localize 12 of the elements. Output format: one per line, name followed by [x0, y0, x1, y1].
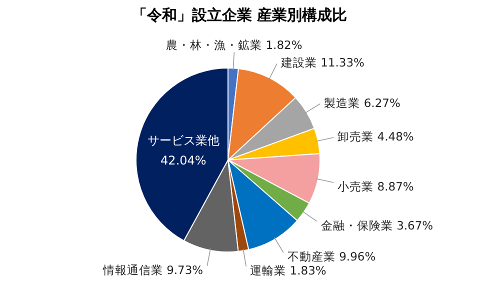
slice-label: 小売業 8.87%: [338, 179, 414, 194]
slice-label: 建設業 11.33%: [280, 56, 365, 70]
slice-label: 情報通信業 9.73%: [102, 262, 204, 277]
slice-label: 卸売業 4.48%: [338, 130, 414, 144]
slice-label: 運輸業 1.83%: [250, 263, 326, 278]
data-label: 42.04%: [160, 154, 206, 168]
slice-label: 金融・保険業 3.67%: [320, 218, 434, 232]
chart-title: 「令和」設立企業 産業別構成比: [132, 6, 348, 24]
slice-label: サービス業他: [147, 134, 220, 148]
slice-label: 農・林・漁・鉱業 1.82%: [166, 38, 302, 52]
slice-label: 不動産業 9.96%: [287, 250, 376, 264]
slice-label: 製造業 6.27%: [324, 96, 400, 110]
